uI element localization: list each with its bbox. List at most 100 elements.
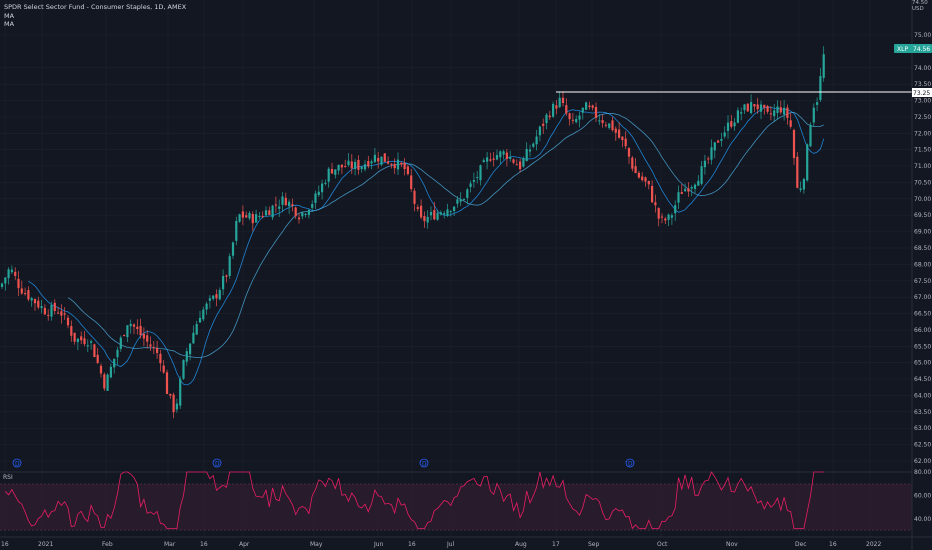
candle-body: [819, 76, 822, 101]
candle-body: [555, 105, 558, 109]
candle-body: [495, 155, 499, 160]
candle-body: [651, 185, 654, 203]
candle-body: [30, 298, 33, 301]
candle-body: [773, 110, 776, 117]
candle-body: [192, 332, 195, 344]
last-price-value: 74.56: [913, 46, 930, 53]
candle-body: [479, 165, 482, 181]
candle-body: [459, 199, 462, 202]
legend-ma-1[interactable]: MA: [4, 11, 15, 20]
candle-body: [195, 324, 198, 335]
candle-body: [509, 156, 512, 159]
candle-body: [568, 113, 571, 120]
candle-body: [304, 213, 307, 215]
candle-body: [436, 212, 439, 220]
candle-body: [753, 104, 756, 107]
candle-body: [700, 166, 703, 184]
price-axis-top: 74.50: [912, 0, 928, 6]
candle-body: [799, 188, 802, 190]
price-tick-label: 71.00: [914, 163, 931, 170]
time-tick-label: Mar: [164, 541, 176, 548]
moving-averages: [28, 106, 825, 386]
candle-body: [40, 306, 43, 309]
candle-body: [57, 312, 60, 314]
moving-average-line: [28, 106, 825, 386]
candle-body: [66, 317, 70, 326]
legend-title[interactable]: SPDR Select Sector Fund - Consumer Stapl…: [4, 3, 187, 11]
candle-body: [525, 148, 528, 162]
candle-body: [674, 205, 677, 214]
candle-body: [50, 305, 53, 317]
candle-body: [334, 169, 337, 175]
candle-body: [83, 338, 86, 345]
candle-body: [317, 191, 320, 196]
time-tick-label: 16: [1, 541, 9, 548]
dividend-marker-icon: [419, 458, 429, 468]
candle-body: [637, 172, 640, 178]
price-tick-label: 70.50: [914, 179, 931, 186]
candle-body: [393, 164, 396, 169]
candle-body: [370, 161, 373, 164]
candle-body: [10, 269, 13, 273]
candle-body: [70, 326, 73, 336]
candle-body: [314, 193, 317, 203]
candle-body: [255, 214, 258, 223]
candle-body: [680, 192, 683, 195]
candle-body: [215, 294, 218, 299]
candle-body: [73, 332, 76, 342]
candle-body: [327, 168, 330, 182]
candle-body: [169, 393, 172, 396]
candle-body: [212, 295, 215, 299]
candle-body: [103, 374, 106, 389]
price-axis[interactable]: 75.00 74.00 73.50 73.00 72.50 72.00 71.50 71.00…: [914, 32, 931, 465]
candle-body: [654, 202, 657, 206]
dividend-marker-icon: [12, 458, 22, 468]
candle-body: [456, 199, 459, 204]
candle-body: [99, 365, 103, 374]
candle-body: [90, 341, 93, 343]
candle-body: [347, 160, 350, 165]
level-badge: 73.25: [912, 88, 932, 97]
price-tick-label: 72.50: [914, 114, 931, 121]
level-badge-bg: [912, 88, 932, 97]
candle-body: [822, 54, 825, 78]
candle-body: [136, 326, 139, 329]
candle-body: [816, 102, 819, 105]
price-tick-label: 65.00: [914, 360, 931, 367]
candle-body: [542, 123, 545, 126]
legend-ma-2[interactable]: MA: [4, 20, 15, 28]
price-axis-header: 74.50 USD: [912, 0, 928, 12]
time-axis[interactable]: 16 2021 Feb Mar 16 Apr May Jun 16 Jul Aug 17 Sep Oct N…: [1, 541, 881, 548]
rsi-axis[interactable]: 80.00 60.00 40.00: [914, 469, 931, 523]
candle-body: [759, 104, 763, 112]
candle-body: [717, 140, 720, 143]
candle-body: [667, 214, 670, 220]
candle-body: [7, 269, 10, 279]
candle-body: [515, 164, 518, 166]
price-tick-label: 70.00: [914, 196, 931, 203]
candle-body: [0, 283, 4, 287]
candle-body: [707, 158, 710, 160]
candle-body: [248, 212, 251, 219]
time-tick-label: Oct: [657, 541, 668, 548]
rsi-tick-label: 60.00: [914, 493, 931, 500]
dividend-marker-label: D: [422, 461, 427, 468]
dividend-marker-label: D: [628, 461, 633, 468]
price-tick-label: 62.50: [914, 442, 931, 449]
candle-body: [278, 206, 281, 209]
candle-body: [113, 358, 116, 368]
candle-body: [446, 209, 449, 216]
level-badge-value: 73.25: [913, 90, 930, 97]
candle-body: [756, 104, 759, 110]
candle-body: [608, 123, 611, 128]
candle-body: [558, 97, 561, 108]
candle-body: [601, 120, 604, 124]
candle-body: [677, 192, 680, 203]
candle-body: [274, 204, 277, 206]
candle-body: [139, 325, 142, 336]
candle-body: [76, 338, 79, 343]
candle-body: [109, 366, 112, 378]
candle-body: [420, 205, 423, 218]
candle-body: [337, 164, 340, 171]
